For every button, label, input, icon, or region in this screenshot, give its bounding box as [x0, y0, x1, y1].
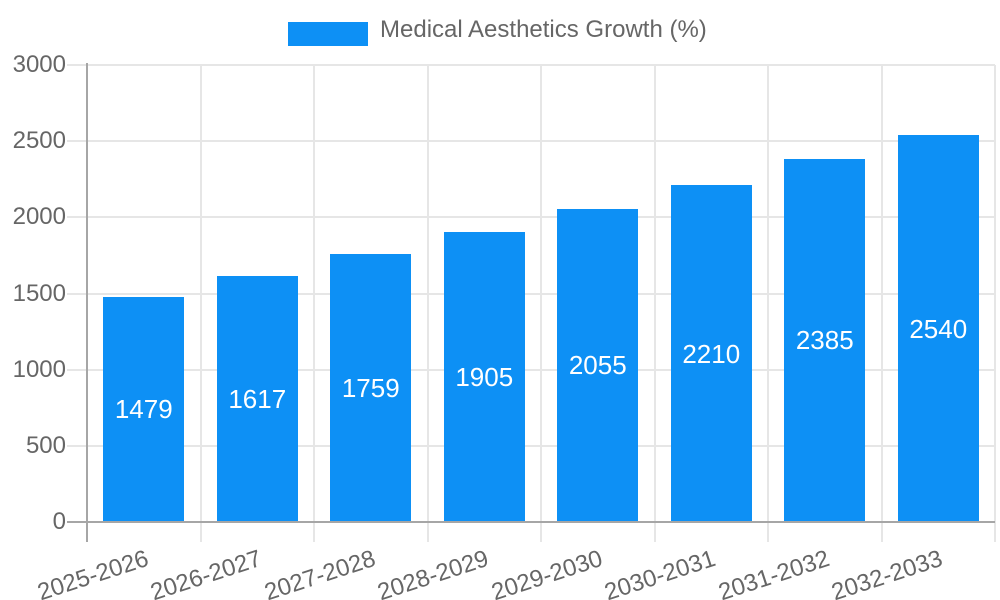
- x-axis-tick-label: 2031-2032: [715, 545, 833, 600]
- x-axis-tick-label: 2025-2026: [34, 545, 152, 600]
- x-gridline: [540, 65, 542, 542]
- x-axis-tick-label: 2030-2031: [601, 545, 720, 600]
- bar-value-label: 1479: [114, 394, 173, 425]
- bar-value-label: 2055: [568, 350, 627, 381]
- x-gridline: [313, 65, 315, 542]
- bar[interactable]: [103, 296, 185, 522]
- bar[interactable]: [330, 254, 412, 522]
- x-gridline: [653, 65, 656, 542]
- bar[interactable]: [216, 275, 298, 522]
- x-gridline: [880, 65, 883, 542]
- bar-value-label: 1617: [228, 383, 287, 414]
- y-gridline: [67, 444, 995, 447]
- bar-value-label: 2540: [909, 313, 968, 344]
- bar-value-label: 2385: [795, 325, 854, 356]
- bar-value-label: 1905: [455, 361, 514, 392]
- bar[interactable]: [897, 135, 979, 522]
- x-axis-tick-label: 2027-2028: [261, 545, 379, 600]
- bar-value-label: 2210: [682, 338, 741, 369]
- x-axis-line: [67, 521, 995, 523]
- x-gridline: [767, 65, 769, 542]
- x-axis-tick-label: 2029-2030: [488, 545, 606, 600]
- y-axis-tick-label: 1500: [12, 279, 66, 307]
- y-axis-line: [86, 63, 88, 542]
- legend-label: Medical Aesthetics Growth (%): [380, 16, 707, 43]
- y-axis-tick-label: 2500: [12, 127, 66, 155]
- y-gridline: [67, 216, 995, 219]
- y-axis-tick-label: 500: [25, 431, 66, 459]
- y-axis-tick-label: 3000: [12, 51, 66, 78]
- y-gridline: [67, 368, 995, 371]
- bar-value-label: 1759: [341, 373, 400, 404]
- x-gridline: [426, 65, 429, 542]
- y-axis-tick-label: 0: [52, 508, 66, 535]
- y-axis-tick-label: 2000: [12, 203, 66, 231]
- legend-swatch: [288, 22, 368, 46]
- y-gridline: [67, 140, 995, 143]
- x-gridline: [994, 65, 996, 542]
- bar[interactable]: [443, 231, 525, 522]
- x-axis-tick-label: 2028-2029: [374, 545, 493, 600]
- bar[interactable]: [557, 208, 639, 522]
- chart-legend[interactable]: Medical Aesthetics Growth (%): [0, 0, 1000, 56]
- x-gridline: [199, 65, 202, 542]
- x-axis-tick-label: 2026-2027: [147, 545, 266, 600]
- x-axis-tick-label: 2032-2033: [828, 545, 947, 600]
- bar[interactable]: [784, 158, 866, 522]
- bar[interactable]: [670, 185, 752, 522]
- y-gridline: [67, 292, 995, 295]
- y-axis-tick-label: 1000: [12, 355, 66, 383]
- y-gridline: [67, 64, 995, 66]
